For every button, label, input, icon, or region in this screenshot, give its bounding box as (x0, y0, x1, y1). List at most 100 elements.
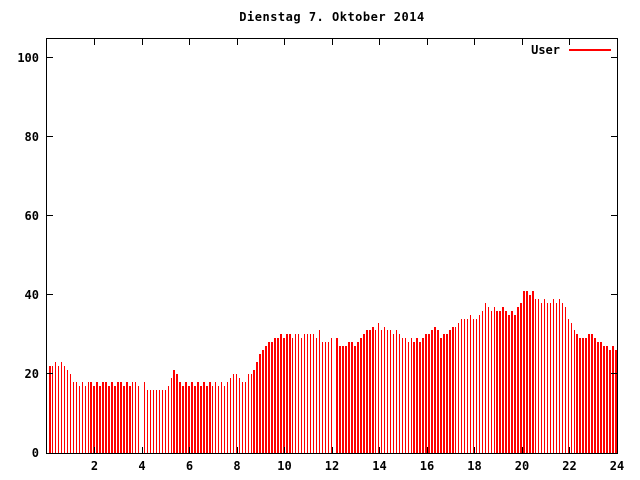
bar (197, 381, 199, 453)
x-tick (616, 447, 617, 453)
bar (576, 334, 578, 453)
bar (167, 385, 170, 453)
bar (84, 385, 87, 453)
y-tick (47, 215, 53, 217)
bar (155, 389, 158, 453)
bar (105, 381, 107, 453)
y-tick (611, 57, 617, 59)
bar (484, 302, 487, 453)
bar (443, 334, 445, 453)
bar (315, 338, 318, 453)
x-tick (426, 447, 428, 453)
bar (437, 330, 439, 453)
bar (63, 366, 66, 453)
bar (523, 290, 525, 453)
x-tick-label: 4 (138, 459, 146, 473)
bar (256, 362, 258, 453)
bar (591, 334, 593, 453)
bar (398, 334, 401, 453)
x-tick (189, 447, 190, 453)
bar (520, 302, 522, 453)
x-tick (521, 39, 523, 45)
bar (392, 334, 395, 453)
bar (129, 385, 131, 453)
legend-line-sample (569, 49, 611, 51)
bar (383, 326, 386, 453)
bar (60, 362, 63, 453)
bar (117, 381, 119, 453)
bar (487, 306, 490, 453)
bar (570, 322, 573, 453)
bar (191, 381, 193, 453)
bar (472, 318, 475, 453)
x-tick-label: 18 (467, 459, 482, 473)
bar (226, 381, 229, 453)
bar (194, 385, 196, 453)
bar (253, 370, 255, 453)
bar (422, 338, 424, 453)
x-tick (426, 39, 428, 45)
bar (182, 385, 184, 453)
bar (185, 381, 187, 453)
bar (324, 342, 327, 453)
bar (99, 385, 101, 453)
bar (460, 318, 463, 453)
x-tick-label: 8 (233, 459, 241, 473)
bar (179, 381, 181, 453)
bar (152, 389, 155, 453)
bar (289, 334, 291, 453)
bar (54, 362, 57, 453)
bar (161, 389, 164, 453)
bar (277, 338, 279, 453)
x-tick (284, 39, 285, 45)
bar (380, 330, 383, 453)
y-tick (47, 373, 53, 375)
bar (615, 350, 617, 453)
x-tick-label: 2 (90, 459, 99, 473)
x-tick (569, 447, 570, 453)
bar (463, 318, 466, 453)
bar (265, 346, 267, 453)
bar (96, 381, 98, 453)
bar (543, 298, 546, 453)
bar (336, 338, 338, 453)
bar (440, 338, 442, 453)
y-tick-label: 0 (31, 446, 39, 460)
bar (360, 338, 362, 453)
x-tick (474, 447, 475, 453)
bar (342, 346, 344, 453)
bar (300, 338, 303, 453)
bar (490, 310, 493, 453)
bar (51, 366, 54, 453)
bar (188, 385, 190, 453)
bar (558, 298, 561, 453)
x-tick-label: 14 (372, 459, 387, 473)
bar (419, 342, 421, 453)
bar (546, 302, 549, 453)
bar (597, 342, 599, 453)
y-tick-label: 40 (24, 287, 39, 302)
x-tick-label: 10 (277, 459, 292, 473)
bar (78, 385, 81, 453)
y-tick-label: 100 (17, 50, 39, 65)
bar (348, 342, 350, 453)
bar (203, 381, 205, 453)
bar (309, 334, 312, 453)
y-tick (47, 136, 53, 138)
bar (431, 330, 433, 453)
bar (280, 334, 282, 453)
bar (588, 334, 590, 453)
bar (372, 326, 374, 453)
bar (49, 366, 51, 453)
bar (585, 338, 587, 453)
x-tick (94, 447, 95, 453)
x-tick (189, 39, 190, 45)
bar (123, 385, 125, 453)
bar (173, 370, 175, 453)
y-tick-label: 60 (24, 208, 39, 223)
x-tick (331, 447, 333, 453)
bar (312, 334, 315, 453)
bar (457, 322, 460, 453)
x-tick (284, 447, 285, 453)
bar (318, 330, 321, 453)
